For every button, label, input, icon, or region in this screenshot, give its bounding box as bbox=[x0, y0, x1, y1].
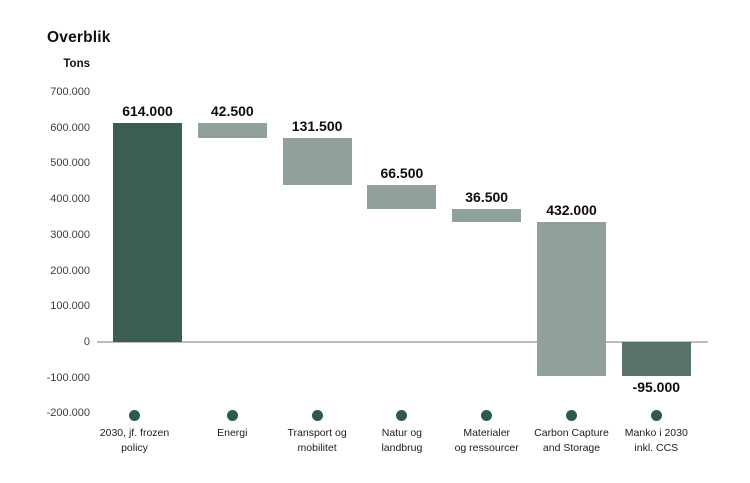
value-label-natur-og-landbrug: 66.500 bbox=[380, 164, 424, 181]
category-dot-energi bbox=[226, 410, 238, 421]
category-label-materialer-og-ressourcer: Materialer og ressourcer bbox=[454, 427, 519, 454]
waterfall-bar-2030-jf-frozen-policy bbox=[113, 122, 182, 342]
category-dot-manko-i-2030-inkl-ccs bbox=[650, 410, 662, 421]
y-tick--200.000: -200.000 bbox=[46, 407, 90, 420]
y-tick-600.000: 600.000 bbox=[50, 121, 90, 134]
chart-title: Overblik bbox=[47, 29, 111, 46]
y-tick-500.000: 500.000 bbox=[50, 157, 90, 170]
category-label-manko-i-2030-inkl-ccs: Manko i 2030 inkl. CCS bbox=[624, 427, 688, 454]
value-label-carbon-capture-and-storage: 432.000 bbox=[546, 201, 597, 218]
category-label-carbon-capture-and-storage: Carbon Capture and Storage bbox=[534, 427, 609, 454]
y-tick--100.000: -100.000 bbox=[46, 371, 90, 384]
category-label-2030-jf-frozen-policy: 2030, jf. frozen policy bbox=[99, 427, 170, 454]
waterfall-bar-carbon-capture-and-storage bbox=[537, 221, 606, 376]
category-dot-materialer-og-ressourcer bbox=[481, 410, 493, 421]
y-tick-700.000: 700.000 bbox=[50, 86, 90, 98]
value-label-materialer-og-ressourcer: 36.500 bbox=[465, 188, 509, 205]
waterfall-bar-materialer-og-ressourcer bbox=[452, 208, 522, 222]
waterfall-bar-transport-og-mobilitet bbox=[282, 137, 352, 185]
waterfall-bar-energi bbox=[197, 122, 267, 138]
waterfall-bar-natur-og-landbrug bbox=[367, 184, 437, 209]
y-axis-unit-label: Tons bbox=[63, 58, 90, 70]
category-label-energi: Energi bbox=[217, 427, 248, 439]
value-label-energi: 42.500 bbox=[210, 102, 254, 119]
category-dot-natur-og-landbrug bbox=[396, 410, 408, 421]
value-label-transport-og-mobilitet: 131.500 bbox=[291, 117, 343, 134]
category-dot-2030-jf-frozen-policy bbox=[129, 410, 140, 421]
category-label-natur-og-landbrug: Natur og landbrug bbox=[381, 427, 423, 454]
y-tick-0: 0 bbox=[83, 336, 90, 348]
category-dot-carbon-capture-and-storage bbox=[566, 410, 577, 421]
y-tick-300.000: 300.000 bbox=[50, 228, 90, 241]
y-tick-400.000: 400.000 bbox=[50, 193, 90, 206]
value-label-2030-jf-frozen-policy: 614.000 bbox=[122, 102, 173, 119]
category-label-transport-og-mobilitet: Transport og mobilitet bbox=[287, 427, 347, 454]
y-tick-200.000: 200.000 bbox=[50, 264, 90, 277]
value-label-manko-i-2030-inkl-ccs: -95.000 bbox=[632, 378, 681, 395]
waterfall-bar-manko-i-2030-inkl-ccs bbox=[621, 342, 691, 376]
zero-axis-line-rule bbox=[97, 340, 708, 343]
y-tick-100.000: 100.000 bbox=[50, 300, 90, 313]
category-dot-transport-og-mobilitet bbox=[311, 410, 323, 421]
